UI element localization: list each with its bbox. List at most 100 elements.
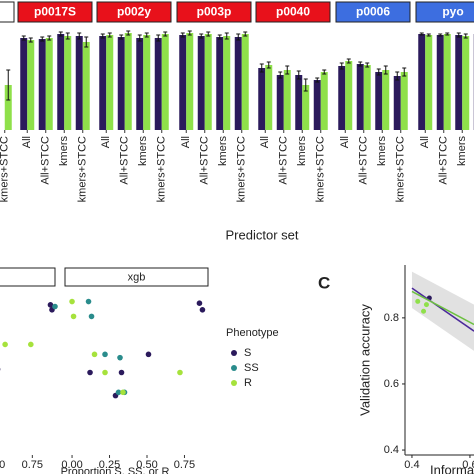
x-tick-label: All+STCC xyxy=(119,136,131,185)
error-bar xyxy=(77,32,82,40)
error-bar xyxy=(303,78,308,92)
bar xyxy=(64,36,72,130)
x-tick-label: All xyxy=(100,136,112,148)
error-bar xyxy=(456,32,461,38)
point xyxy=(177,369,183,376)
point xyxy=(115,389,122,396)
x-tick-label: kmers+STCC xyxy=(315,136,327,202)
facet-strip xyxy=(176,1,252,23)
x-tick-label: All+STCC xyxy=(40,136,52,185)
facet-label: p002y xyxy=(117,5,151,19)
error-bar xyxy=(47,35,52,41)
x-tick-label: kmers+STCC xyxy=(156,136,168,202)
x-axis-title: Proportion S, SS, or R xyxy=(61,466,170,474)
error-bar xyxy=(21,35,26,41)
bar xyxy=(302,85,310,130)
error-bar xyxy=(383,65,388,75)
error-bar xyxy=(463,33,468,39)
x-tick-label: All xyxy=(339,136,351,148)
bar xyxy=(179,35,187,130)
x-tick-label: 0.50 xyxy=(0,459,5,471)
bar xyxy=(462,36,470,130)
y-tick-label: 0.4 xyxy=(384,444,399,456)
error-bar xyxy=(438,33,443,37)
bar xyxy=(45,38,53,130)
x-tick-label: All+STCC xyxy=(358,136,370,185)
point xyxy=(91,351,98,358)
bar xyxy=(82,42,90,130)
bar xyxy=(382,70,390,130)
facet-strip xyxy=(64,267,209,287)
error-bar xyxy=(322,69,327,75)
error-bar xyxy=(28,37,33,43)
x-tick-label: All+STCC xyxy=(278,136,290,185)
bar xyxy=(418,34,426,130)
facet-strip xyxy=(0,267,56,287)
error-bar xyxy=(107,32,112,38)
point xyxy=(47,302,54,308)
error-bar xyxy=(296,70,301,80)
facet-strip xyxy=(335,1,411,23)
facet-label: xgb xyxy=(128,271,146,283)
point xyxy=(2,341,8,348)
point xyxy=(28,341,34,348)
x-tick-label: kmers xyxy=(217,136,229,166)
facet-label: p0017S xyxy=(34,5,76,19)
bar xyxy=(4,85,12,130)
facet-label: p003p xyxy=(197,5,232,19)
error-bar xyxy=(266,61,271,69)
x-tick-label: kmers xyxy=(296,136,308,166)
error-bar xyxy=(217,34,222,40)
point xyxy=(145,351,152,358)
point xyxy=(120,389,126,396)
facet-strip xyxy=(255,1,331,23)
error-bar xyxy=(236,33,241,41)
bar xyxy=(425,35,433,130)
point xyxy=(70,313,77,320)
legend-label: R xyxy=(244,377,252,389)
error-bar xyxy=(187,30,192,36)
error-bar xyxy=(395,71,400,81)
bar xyxy=(38,39,46,130)
bar xyxy=(204,34,212,130)
x-tick-label: All xyxy=(180,136,192,148)
point xyxy=(118,369,125,376)
bar xyxy=(197,36,205,130)
error-bar xyxy=(119,34,124,40)
bar xyxy=(20,38,28,130)
facet-label: p0040 xyxy=(276,5,310,19)
error-bar xyxy=(445,32,450,36)
error-bar xyxy=(58,31,63,37)
x-tick-label: 0.00 xyxy=(61,459,82,471)
bar xyxy=(338,66,346,130)
fit-line xyxy=(411,290,474,326)
x-tick-label: All xyxy=(259,136,271,148)
panel-label: C xyxy=(318,273,330,292)
bar xyxy=(400,72,408,130)
point xyxy=(87,369,93,376)
bar xyxy=(161,34,169,130)
bar xyxy=(136,38,144,130)
bar xyxy=(258,68,266,130)
bar xyxy=(27,40,35,130)
error-bar xyxy=(100,33,105,39)
x-tick-label: All+STCC xyxy=(438,136,450,185)
legend-swatch xyxy=(231,350,237,356)
point xyxy=(69,298,75,305)
error-bar xyxy=(180,32,185,38)
bar xyxy=(313,80,321,130)
bar xyxy=(363,65,371,130)
x-tick-label: kmers+STCC xyxy=(236,136,248,202)
x-tick-label: kmers+STCC xyxy=(77,136,89,202)
x-tick-label: kmers xyxy=(456,136,468,166)
bar xyxy=(117,37,125,130)
x-tick-label: kmers xyxy=(137,136,149,166)
error-bar xyxy=(426,33,431,37)
bar xyxy=(283,70,291,130)
error-bar xyxy=(278,71,283,79)
error-bar xyxy=(199,33,204,39)
error-bar xyxy=(6,69,11,101)
x-tick-label: 0.50 xyxy=(136,459,157,471)
error-bar xyxy=(365,62,370,68)
